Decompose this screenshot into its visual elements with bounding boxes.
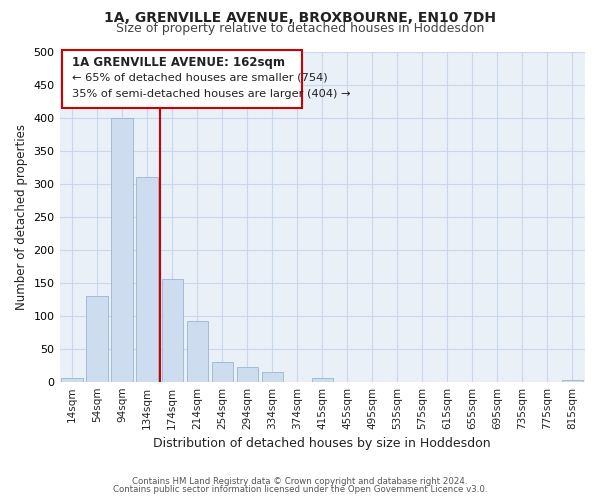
Bar [112, 118, 133, 382]
Bar [61, 378, 83, 382]
Text: Contains public sector information licensed under the Open Government Licence v3: Contains public sector information licen… [113, 485, 487, 494]
Bar [236, 367, 258, 382]
Bar [86, 296, 108, 382]
FancyBboxPatch shape [62, 50, 302, 108]
Text: 1A GRENVILLE AVENUE: 162sqm: 1A GRENVILLE AVENUE: 162sqm [72, 56, 285, 69]
Text: ← 65% of detached houses are smaller (754): ← 65% of detached houses are smaller (75… [72, 72, 328, 83]
Bar [262, 372, 283, 382]
Bar [136, 177, 158, 382]
Bar [562, 380, 583, 382]
Text: 1A, GRENVILLE AVENUE, BROXBOURNE, EN10 7DH: 1A, GRENVILLE AVENUE, BROXBOURNE, EN10 7… [104, 11, 496, 25]
Text: Contains HM Land Registry data © Crown copyright and database right 2024.: Contains HM Land Registry data © Crown c… [132, 477, 468, 486]
Y-axis label: Number of detached properties: Number of detached properties [15, 124, 28, 310]
X-axis label: Distribution of detached houses by size in Hoddesdon: Distribution of detached houses by size … [154, 437, 491, 450]
Bar [161, 280, 183, 382]
Bar [212, 362, 233, 382]
Text: Size of property relative to detached houses in Hoddesdon: Size of property relative to detached ho… [116, 22, 484, 35]
Text: 35% of semi-detached houses are larger (404) →: 35% of semi-detached houses are larger (… [72, 89, 350, 99]
Bar [187, 321, 208, 382]
Bar [311, 378, 333, 382]
